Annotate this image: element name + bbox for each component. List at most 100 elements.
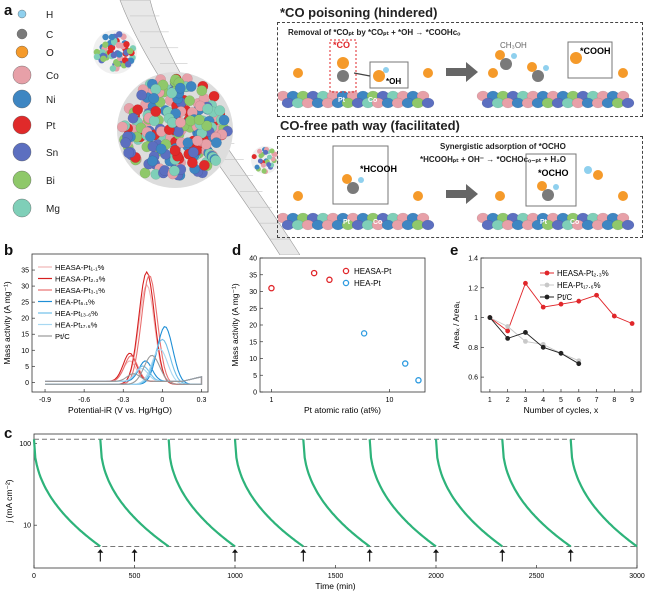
- chart-c-xtick-label: 2000: [428, 573, 444, 580]
- legend-label-1: HEASA-Pt₂.₃%: [55, 275, 106, 284]
- scatter-point-hea-pt: [415, 377, 422, 384]
- chrono-segment-7: [501, 439, 572, 548]
- chrono-segment-1: [99, 439, 170, 548]
- panel-label-a: a: [4, 2, 13, 19]
- large-particle-atom: [155, 143, 167, 155]
- legend-label-5: HEA-Pt₁₇.₆%: [55, 321, 98, 330]
- large-particle-atom: [148, 115, 160, 127]
- chart-b-xtick-label: 0: [160, 397, 164, 404]
- hcooh-box: [332, 145, 389, 205]
- scatter-point-heasa-pt: [310, 269, 318, 277]
- chart-b-ytick-label: 35: [21, 268, 29, 275]
- chart-c-xtick-label: 2500: [529, 573, 545, 580]
- chart-e-ytick-label: 0.6: [468, 375, 478, 382]
- series-line-1: [489, 317, 579, 362]
- large-particle-atom: [186, 157, 198, 169]
- chrono-segment-3: [233, 439, 304, 548]
- large-particle-atom: [184, 95, 196, 107]
- chrono-segment-8: [569, 439, 638, 548]
- chart-c-xtick-label: 3000: [629, 573, 645, 580]
- large-particle-atom: [208, 90, 220, 102]
- legend-marker-1: [342, 279, 350, 287]
- tiny-particle-atom: [261, 168, 267, 174]
- tiny-particle-atom: [260, 162, 266, 168]
- co-free-equation: *HCOOHₚₜ + OH⁻ → *OCHOᴄₒ₋ₚₜ + H₂O: [420, 155, 566, 164]
- nanoparticle-illustration: [93, 0, 300, 255]
- small-particle-atom: [102, 33, 109, 41]
- oh-bg-o-atom: [618, 191, 628, 201]
- atom-swatch-co: [12, 65, 32, 85]
- chart-d-xtick-label: 10: [386, 397, 394, 404]
- ocho-box: [525, 153, 577, 207]
- chart-e-xlabel: Number of cycles, x: [524, 405, 599, 415]
- series-point-1: [523, 338, 528, 344]
- small-particle-atom: [108, 33, 116, 41]
- co-free-box: [277, 136, 643, 238]
- co-site-label: Co: [570, 219, 579, 226]
- series-point-2: [487, 315, 493, 320]
- series-point-0: [576, 298, 582, 304]
- panel-label-c: c: [4, 425, 13, 442]
- large-particle-atom: [116, 121, 128, 133]
- pt-site-label: Pt: [540, 219, 548, 226]
- large-particle-atom: [192, 135, 203, 147]
- large-particle-atom: [168, 165, 180, 177]
- panel-label-e: e: [450, 242, 459, 259]
- chart-e-ytick-label: 1: [474, 315, 478, 322]
- chart-b-xlabel: Potential-iR (V vs. Hg/HgO): [68, 405, 172, 415]
- chart-d-xlabel: Pt atomic ratio (at%): [304, 405, 381, 415]
- chart-d-ytick-label: 40: [249, 256, 257, 263]
- ocho-mol-o-atom: [537, 181, 547, 191]
- small-particle-atom: [109, 65, 117, 72]
- large-particle-atom: [127, 112, 139, 124]
- bot-surface-right-atom: [621, 219, 635, 231]
- chart-e-xtick-label: 7: [595, 397, 599, 404]
- chart-e-xtick-label: 3: [523, 397, 527, 404]
- small-particle-atom: [110, 51, 118, 59]
- chart-d-ytick-label: 15: [249, 339, 257, 346]
- oh-box: [369, 61, 409, 89]
- co-free-scheme: *HCOOH Pt Co *OCHO Pt Co: [278, 145, 635, 231]
- ch3oh-mol-c-atom: [500, 58, 512, 70]
- chart-d-xtick-label: 1: [269, 397, 273, 404]
- panel-label-b: b: [4, 242, 14, 259]
- atom-label-ni: Ni: [46, 95, 55, 106]
- large-particle-atom: [150, 105, 162, 117]
- atom-swatch-sn: [12, 142, 32, 162]
- large-particle-atom: [166, 87, 178, 99]
- chart-d-ytick-label: 0: [253, 390, 257, 397]
- oh-bg-o-atom: [618, 68, 628, 78]
- chart-b-ytick-label: 0: [25, 380, 29, 387]
- ch3oh-mol-o-atom: [495, 50, 505, 60]
- chart-c-ylabel: j (mA cm⁻²): [4, 479, 14, 523]
- chrono-segment-0: [32, 439, 101, 548]
- co-highlight-box: [329, 39, 357, 93]
- large-particle-atom: [120, 137, 132, 149]
- chart-d-ytick-label: 25: [249, 306, 257, 313]
- large-particle-atom: [196, 85, 208, 97]
- hcooh-mol-o-atom: [342, 174, 352, 184]
- ocho-label: *OCHO: [538, 168, 569, 178]
- chart-b-xtick-label: 0.3: [197, 397, 207, 404]
- legend-marker-0: [544, 270, 550, 276]
- regeneration-arrowhead-0: [131, 549, 138, 553]
- tiny-particle-atom: [257, 158, 263, 164]
- atom-label-co: Co: [46, 71, 59, 82]
- large-particle-atom: [148, 92, 160, 104]
- legend-label-0: HEASA-Pt: [354, 267, 392, 276]
- tiny-particle-atom: [266, 162, 272, 168]
- small-particle-atom: [93, 48, 101, 56]
- legend-label-1: HEA-Pt: [354, 279, 381, 288]
- chart-c: 0 500 1000 1500 2000 2500 3000 10 100 Time (min) j…: [4, 433, 645, 591]
- atom-label-bi: Bi: [46, 176, 55, 187]
- chart-b-plot-frame: [31, 253, 209, 393]
- scatter-point-hea-pt: [360, 330, 368, 337]
- chart-e-xtick-label: 8: [612, 397, 616, 404]
- legend-marker-1: [544, 282, 550, 288]
- atom-label-pt: Pt: [46, 121, 56, 132]
- series-point-0: [629, 321, 635, 326]
- top-surface-left-atom: [421, 97, 435, 109]
- bot-surface-left-atom: [421, 219, 435, 231]
- legend-label-2: HEASA-Pt₃.₁%: [55, 286, 105, 295]
- cv-curve-6: [45, 354, 203, 385]
